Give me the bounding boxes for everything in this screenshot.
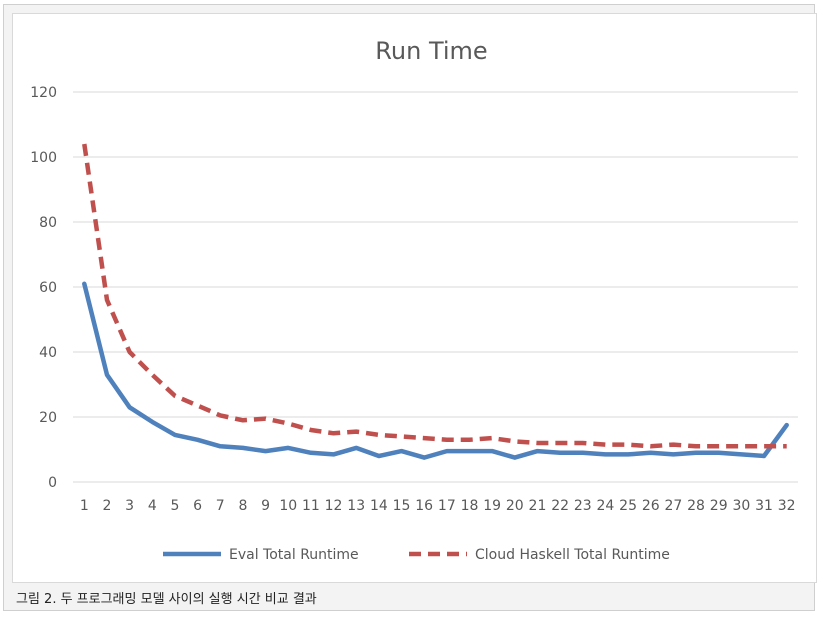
x-tick-label: 19 bbox=[483, 498, 501, 514]
series-line-cloud-haskell bbox=[82, 143, 787, 449]
series-line-eval bbox=[82, 281, 789, 460]
x-tick-label: 23 bbox=[574, 498, 592, 514]
x-tick-label: 6 bbox=[193, 498, 202, 514]
x-tick-label: 30 bbox=[732, 498, 750, 514]
x-tick-label: 9 bbox=[261, 498, 270, 514]
x-tick-label: 28 bbox=[687, 498, 705, 514]
y-tick-label: 0 bbox=[48, 475, 57, 491]
x-tick-label: 8 bbox=[238, 498, 247, 514]
x-tick-label: 11 bbox=[302, 498, 320, 514]
x-tick-label: 14 bbox=[370, 498, 388, 514]
x-tick-label: 25 bbox=[619, 498, 637, 514]
x-tick-label: 13 bbox=[347, 498, 365, 514]
x-tick-label: 10 bbox=[279, 498, 297, 514]
x-tick-label: 32 bbox=[778, 498, 796, 514]
legend-label: Cloud Haskell Total Runtime bbox=[475, 547, 670, 563]
x-tick-label: 3 bbox=[125, 498, 134, 514]
y-tick-label: 100 bbox=[30, 150, 57, 166]
figure-caption: 그림 2. 두 프로그래밍 모델 사이의 실행 시간 비교 결과 bbox=[16, 592, 317, 607]
x-tick-label: 20 bbox=[506, 498, 524, 514]
x-tick-label: 2 bbox=[103, 498, 112, 514]
x-tick-label: 5 bbox=[170, 498, 179, 514]
x-tick-label: 15 bbox=[393, 498, 411, 514]
legend-label: Eval Total Runtime bbox=[229, 547, 359, 563]
y-tick-label: 40 bbox=[39, 345, 57, 361]
x-tick-label: 24 bbox=[597, 498, 615, 514]
x-tick-label: 27 bbox=[664, 498, 682, 514]
x-tick-label: 4 bbox=[148, 498, 157, 514]
chart-area: Run Time 0 20 40 60 80 100 120 1 2 3 4 5 6 7 8 9 10 11 12 13… bbox=[12, 13, 817, 583]
chart-title: Run Time bbox=[375, 37, 487, 65]
x-tick-label: 16 bbox=[415, 498, 433, 514]
x-tick-label: 22 bbox=[551, 498, 569, 514]
x-tick-label: 18 bbox=[461, 498, 479, 514]
x-tick-label: 31 bbox=[755, 498, 773, 514]
y-tick-label: 80 bbox=[39, 215, 57, 231]
x-tick-label: 29 bbox=[710, 498, 728, 514]
x-tick-label: 7 bbox=[216, 498, 225, 514]
figure-frame: Run Time 0 20 40 60 80 100 120 1 2 3 4 5 6 7 8 9 10 11 12 13… bbox=[3, 4, 817, 611]
x-tick-label: 12 bbox=[325, 498, 343, 514]
x-tick-label: 21 bbox=[529, 498, 547, 514]
x-tick-label: 26 bbox=[642, 498, 660, 514]
y-tick-label: 60 bbox=[39, 280, 57, 296]
y-tick-label: 120 bbox=[30, 85, 57, 101]
x-tick-label: 17 bbox=[438, 498, 456, 514]
x-tick-label: 1 bbox=[80, 498, 89, 514]
y-tick-label: 20 bbox=[39, 410, 57, 426]
